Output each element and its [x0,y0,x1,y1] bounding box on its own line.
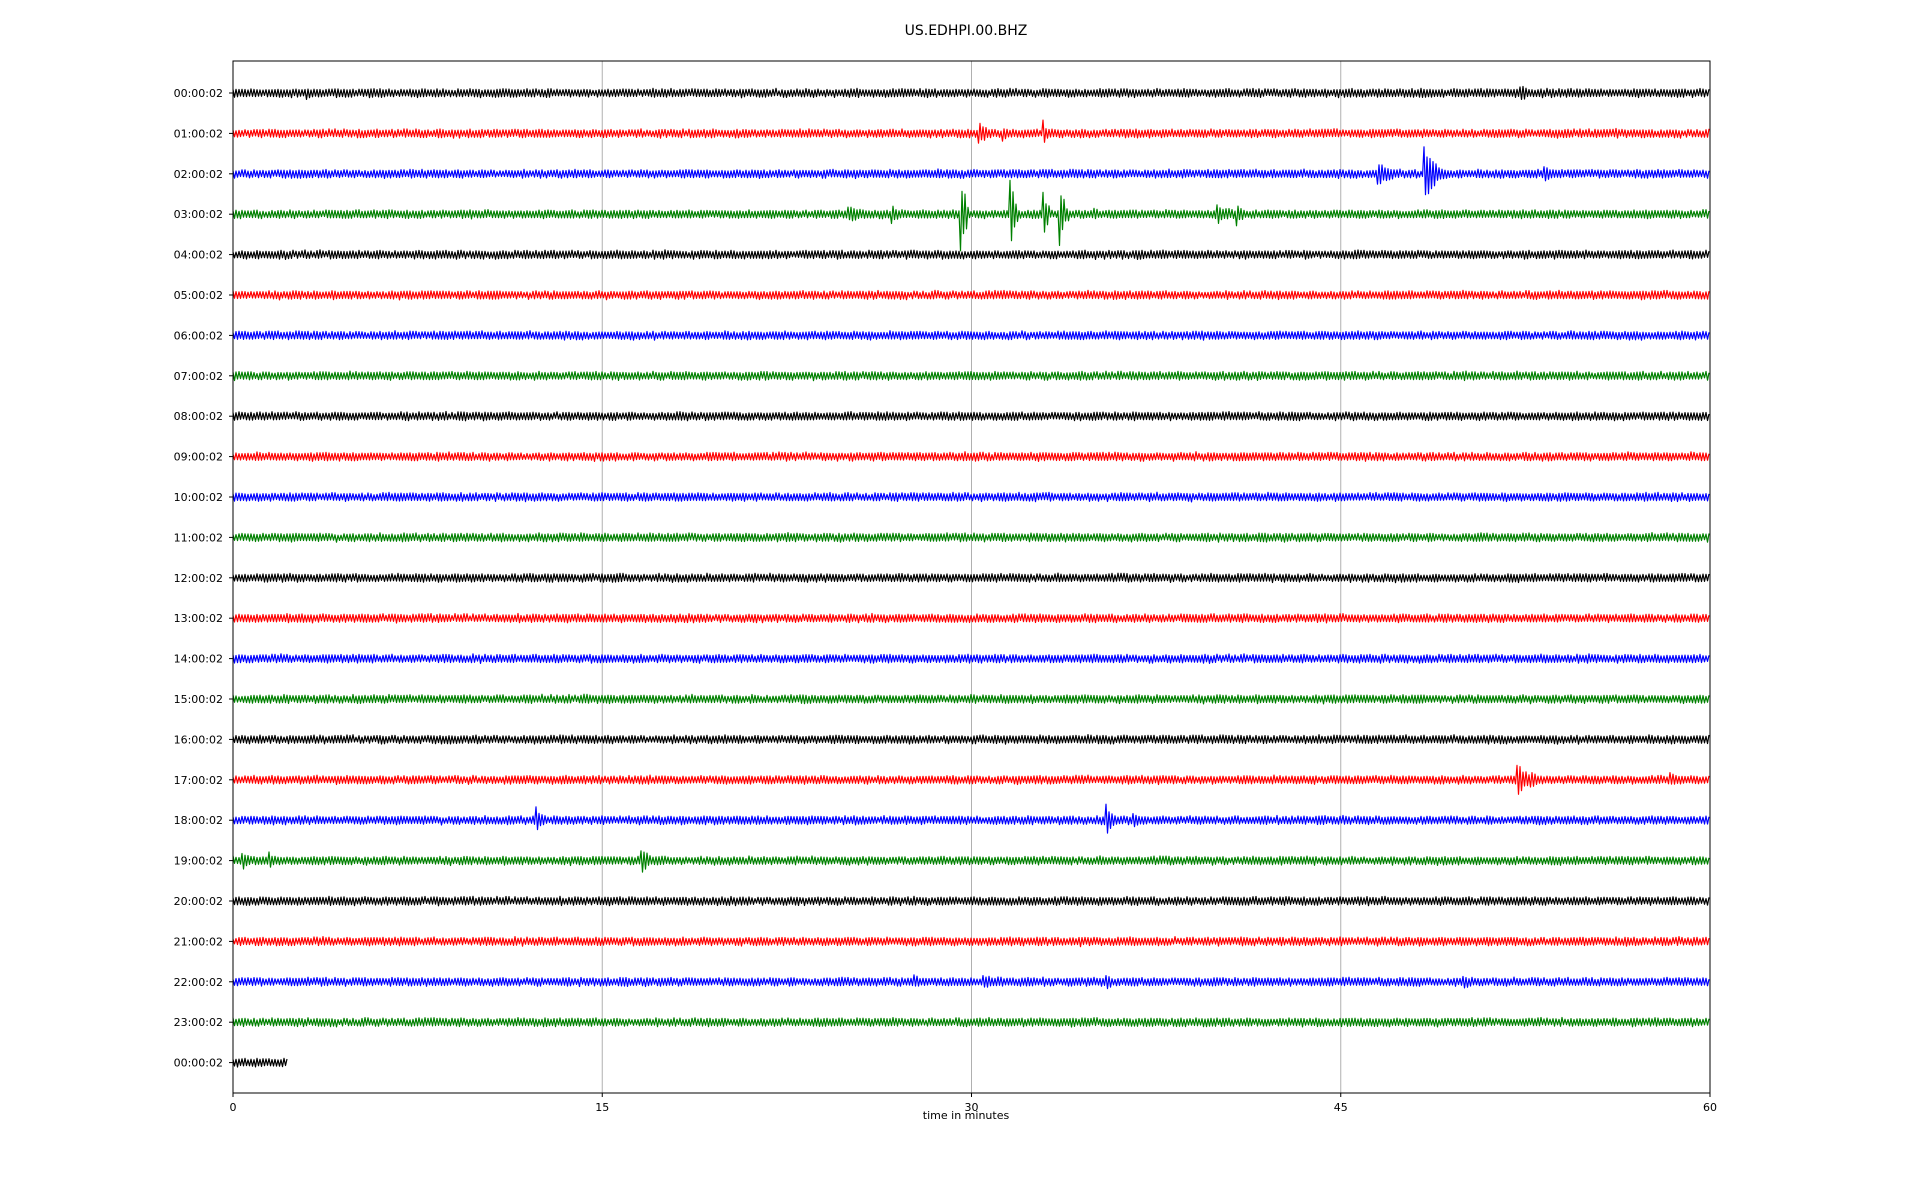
row-time-label: 13:00:02 [174,612,223,625]
x-tick-label: 45 [1334,1101,1348,1114]
seismic-trace [232,119,1710,144]
seismic-trace [232,1016,1710,1028]
row-time-label: 19:00:02 [174,855,223,868]
row-time-label: 02:00:02 [174,168,223,181]
row-time-label: 04:00:02 [174,249,223,262]
seismic-trace [232,572,1710,584]
seismic-trace [232,803,1710,834]
seismic-trace [232,734,1710,745]
seismic-trace [232,491,1710,503]
seismic-trace [232,289,1710,301]
row-time-label: 00:00:02 [174,1057,223,1070]
seismic-trace [232,410,1710,422]
row-time-label: 07:00:02 [174,370,223,383]
x-axis-label: time in minutes [923,1109,1010,1122]
row-time-label: 15:00:02 [174,693,223,706]
row-time-label: 22:00:02 [174,976,223,989]
seismic-trace [232,895,1710,907]
seismic-trace [232,693,1710,705]
row-time-label: 12:00:02 [174,572,223,585]
row-time-label: 23:00:02 [174,1016,223,1029]
seismic-trace [232,451,1710,462]
x-tick-label: 30 [965,1101,979,1114]
x-tick-label: 0 [230,1101,237,1114]
seismic-trace [232,612,1710,624]
row-time-label: 09:00:02 [174,451,223,464]
y-tick-labels: 00:00:02 01:00:02 02:00:02 03:00:02 04:00:02… [174,87,233,1070]
x-tick-label: 15 [595,1101,609,1114]
row-time-label: 11:00:02 [174,531,223,544]
seismic-trace [232,974,1710,990]
row-time-label: 05:00:02 [174,289,223,302]
row-time-label: 20:00:02 [174,895,223,908]
seismic-trace [232,532,1710,543]
row-time-label: 03:00:02 [174,208,223,221]
row-time-label: 10:00:02 [174,491,223,504]
seismic-trace [232,146,1710,196]
row-time-label: 01:00:02 [174,127,223,140]
row-time-label: 00:00:02 [174,87,223,100]
row-time-label: 18:00:02 [174,814,223,827]
chart-title: US.EDHPI.00.BHZ [905,23,1028,39]
seismic-trace [232,936,1710,948]
x-tick-label: 60 [1703,1101,1717,1114]
trace-layer [232,85,1710,1068]
row-time-label: 08:00:02 [174,410,223,423]
seismic-trace [232,179,1710,252]
seismic-trace [232,1057,288,1068]
seismic-trace [232,653,1710,664]
seismic-trace [232,330,1710,341]
seismic-trace [232,85,1710,100]
seismic-trace [232,764,1710,795]
seismic-trace [232,850,1710,873]
row-time-label: 16:00:02 [174,733,223,746]
row-time-label: 21:00:02 [174,935,223,948]
x-tick-labels: 0 15 30 45 60 [230,1093,1717,1114]
seismic-trace [232,249,1710,260]
row-time-label: 06:00:02 [174,329,223,342]
row-time-label: 14:00:02 [174,653,223,666]
row-time-label: 17:00:02 [174,774,223,787]
seismic-trace [232,370,1710,382]
